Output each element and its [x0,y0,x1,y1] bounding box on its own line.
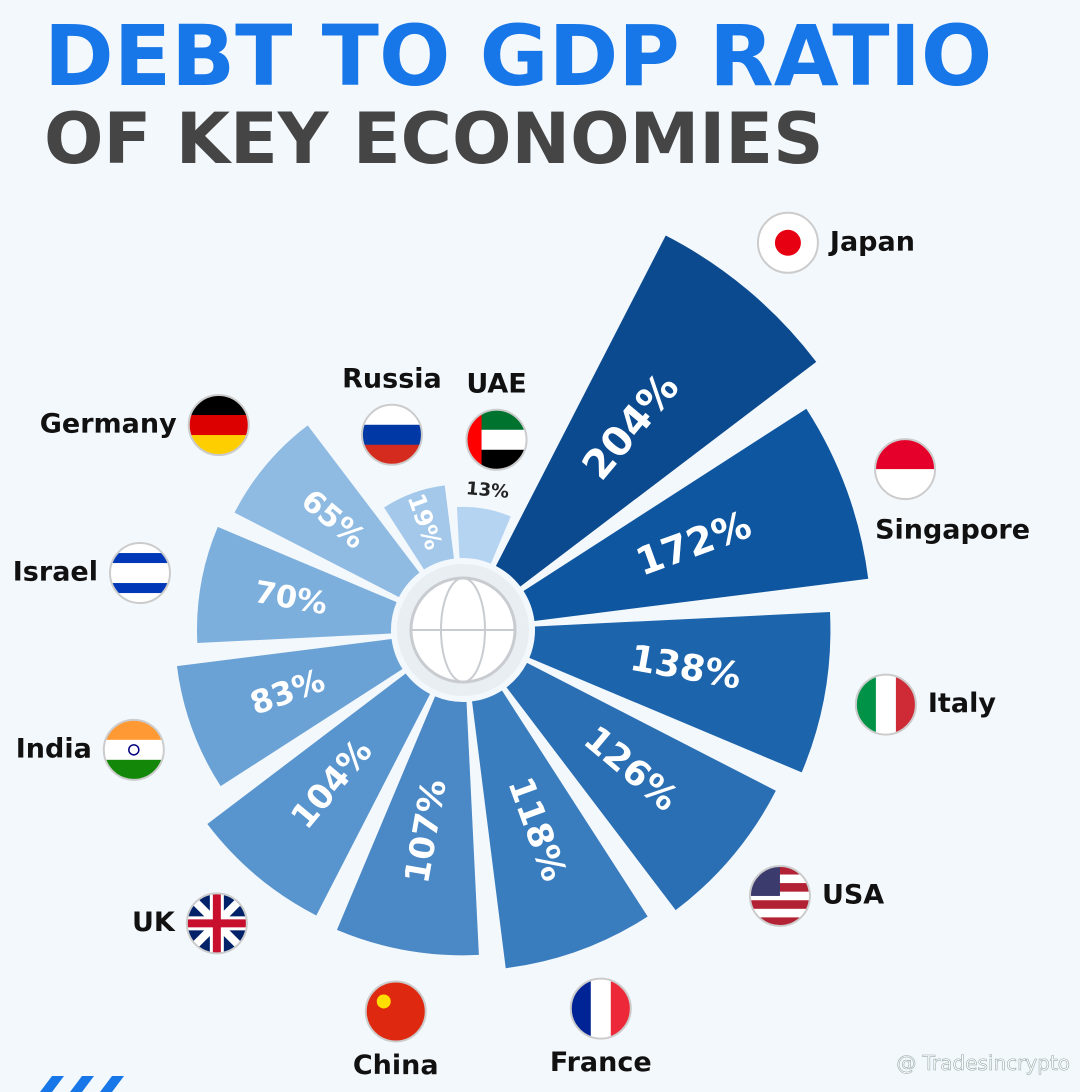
flag-stripe [749,900,810,910]
flag-border [102,718,165,781]
flag-border [569,977,632,1040]
flag-bg [365,981,426,1042]
flag [875,439,936,500]
flag-stripe [103,739,164,761]
category-label: Russia [342,363,442,394]
bar [523,408,869,621]
flag-stripe [188,395,249,416]
logo-mark [70,1076,94,1092]
flag-stripe [109,593,170,604]
bar [456,506,511,564]
flag-border [108,542,171,605]
flag [365,981,426,1042]
value-label: 13% [465,478,510,503]
logo [40,1076,124,1092]
flag-dot [128,744,140,756]
flag-border [364,980,427,1043]
chart-title: DEBT TO GDP RATIO [44,7,992,105]
flag-stripe [855,674,877,735]
category-label: India [16,733,92,764]
bar [234,425,420,598]
category-label: Singapore [875,515,1030,546]
category-label: UAE [466,368,526,399]
bar [506,662,776,911]
flag-stripe [103,719,164,741]
flag [188,395,249,456]
flag-stripe [749,917,810,926]
flag [757,212,818,273]
flag-stripe [109,583,170,594]
bar [529,612,831,773]
flag-border [465,408,528,471]
flag-stripe [109,573,170,584]
category-label: USA [822,879,884,910]
bar [176,639,403,787]
bar [336,696,479,956]
flag-stripe [590,978,612,1039]
category-label: Germany [40,409,177,440]
flag-border [187,394,250,457]
flag-border [854,673,917,736]
flag-stripe [109,563,170,574]
flag-cross [212,893,221,954]
bar [207,673,431,916]
category-label: Israel [13,557,98,588]
flag-stripe [361,404,422,426]
bar [384,485,454,570]
chart-subtitle: OF KEY ECONOMIES [44,98,824,180]
category-label: Italy [928,688,996,719]
flag-stripe [749,908,810,918]
flag [103,719,164,780]
logo-mark [100,1076,124,1092]
flag-dot [774,229,801,256]
category-label: UK [132,907,176,938]
bar [472,690,648,969]
category-label: China [353,1050,439,1081]
flag-stripe [875,674,897,735]
center-globe [397,564,529,696]
bar [197,526,397,643]
flag-border [185,892,248,955]
logo-mark [40,1076,64,1092]
flag [186,893,247,954]
category-label: Japan [828,226,915,257]
flag-stripe [188,415,249,436]
flag-stripe [749,891,810,901]
flag-border [360,403,423,466]
flag-border [874,438,937,501]
bar [495,235,817,587]
flag-star [376,994,391,1009]
category-label: France [550,1047,652,1078]
flag-border [748,864,811,927]
flag [109,543,170,604]
flag-border [756,211,819,274]
flag-stripe [109,543,170,554]
flag-stripe [361,424,422,446]
watermark: @ Tradesincrypto [896,1051,1070,1075]
flag-stripe [570,978,592,1039]
flag-stripe [109,553,170,564]
